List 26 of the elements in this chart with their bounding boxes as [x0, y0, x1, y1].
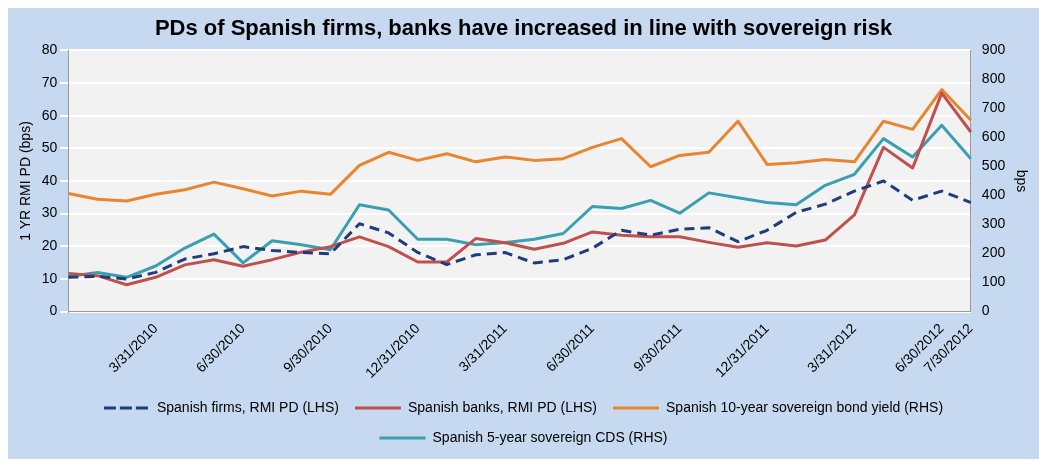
y2-tick-label: 500 — [981, 157, 1006, 174]
y-axis-title: 1 YR RMI PD (bps) — [17, 121, 34, 241]
legend-label: Spanish banks, RMI PD (LHS) — [407, 398, 598, 415]
y2-tick-label: 300 — [981, 215, 1006, 232]
y-tick-label: 40 — [41, 171, 58, 188]
y2-tick-label: 900 — [981, 41, 1006, 58]
y2-tick-label: 200 — [981, 244, 1006, 261]
y-tick-label: 10 — [41, 269, 58, 286]
y2-axis-title: bps — [1013, 169, 1030, 193]
y-tick-label: 70 — [41, 73, 58, 90]
y2-tick-label: 600 — [981, 128, 1006, 145]
y-tick-label: 80 — [41, 41, 58, 58]
y2-tick-label: 400 — [981, 186, 1006, 203]
y2-tick-label: 0 — [981, 302, 990, 319]
y-tick-label: 30 — [41, 204, 58, 221]
y2-tick-label: 800 — [981, 70, 1006, 87]
y-tick-label: 50 — [41, 139, 58, 156]
y-tick-label: 20 — [41, 237, 58, 254]
legend-label: Spanish 5-year sovereign CDS (RHS) — [432, 428, 668, 445]
y-tick-label: 0 — [49, 302, 58, 319]
legend-label: Spanish firms, RMI PD (LHS) — [156, 398, 339, 415]
y2-tick-label: 100 — [981, 273, 1006, 290]
y-tick-label: 60 — [41, 106, 58, 123]
legend-label: Spanish 10-year sovereign bond yield (RHS) — [666, 398, 944, 415]
chart-title: PDs of Spanish firms, banks have increased in line with sovereign risk — [154, 15, 893, 41]
y2-tick-label: 700 — [981, 99, 1006, 116]
